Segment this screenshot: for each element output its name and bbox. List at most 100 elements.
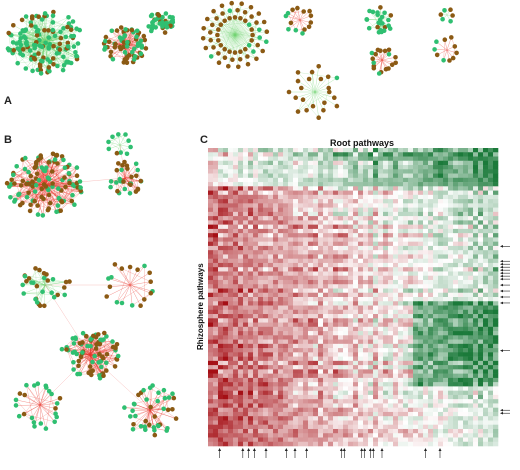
heatmap-cell bbox=[368, 194, 374, 200]
heatmap-cell bbox=[353, 241, 359, 247]
heatmap-cell bbox=[318, 160, 324, 166]
heatmap-cell bbox=[438, 237, 444, 242]
heatmap-cell bbox=[323, 322, 329, 328]
heatmap-cell bbox=[383, 275, 389, 281]
heatmap-cell bbox=[398, 279, 404, 285]
heatmap-cell bbox=[228, 160, 234, 166]
heatmap-cell bbox=[283, 165, 289, 170]
heatmap-cell bbox=[493, 173, 499, 179]
heatmap-cell bbox=[483, 245, 489, 251]
network-edge bbox=[232, 34, 236, 60]
heatmap-cell bbox=[483, 275, 489, 281]
heatmap-cell bbox=[298, 190, 304, 196]
heatmap-cell bbox=[453, 152, 459, 157]
heatmap-cell bbox=[398, 156, 404, 162]
heatmap-cell bbox=[493, 335, 499, 340]
heatmap-cell bbox=[388, 331, 394, 336]
heatmap-cell bbox=[418, 152, 424, 157]
heatmap-cell bbox=[283, 233, 289, 238]
heatmap-cell bbox=[353, 207, 359, 213]
heatmap-cell bbox=[348, 309, 354, 315]
heatmap-cell bbox=[413, 254, 419, 259]
heatmap-cell bbox=[423, 271, 429, 277]
heatmap-cell bbox=[228, 292, 234, 298]
heatmap-cell bbox=[383, 314, 389, 319]
heatmap-cell bbox=[363, 262, 369, 268]
heatmap-cell bbox=[438, 262, 444, 268]
heatmap-cell bbox=[408, 267, 414, 272]
heatmap-cell bbox=[478, 220, 484, 225]
network-edge bbox=[30, 190, 62, 212]
heatmap-cell bbox=[433, 177, 439, 183]
heatmap-cell bbox=[323, 186, 329, 191]
heatmap-cell bbox=[418, 237, 424, 242]
heatmap-cell bbox=[213, 160, 219, 166]
heatmap-cell bbox=[308, 279, 314, 285]
network-node bbox=[29, 23, 34, 28]
heatmap-cell bbox=[213, 297, 219, 302]
heatmap-cell bbox=[408, 250, 414, 255]
network-edge bbox=[31, 268, 36, 283]
heatmap-cell bbox=[233, 182, 239, 187]
heatmap-cell bbox=[458, 271, 464, 277]
heatmap-cell bbox=[448, 182, 454, 187]
heatmap-cell bbox=[288, 165, 294, 170]
heatmap-cell bbox=[333, 309, 339, 315]
heatmap-cell bbox=[303, 284, 309, 289]
heatmap-cell bbox=[213, 284, 219, 289]
heatmap-cell bbox=[473, 241, 479, 247]
heatmap-cell bbox=[438, 322, 444, 328]
heatmap-cell bbox=[448, 318, 454, 323]
network-edge bbox=[314, 91, 319, 118]
heatmap-cell bbox=[488, 207, 494, 213]
heatmap-cell bbox=[473, 190, 479, 196]
heatmap-cell bbox=[253, 258, 259, 264]
network-edge bbox=[149, 397, 174, 411]
heatmap-cell bbox=[438, 156, 444, 162]
heatmap-cell bbox=[388, 207, 394, 213]
heatmap-cell bbox=[218, 318, 224, 323]
heatmap-cell bbox=[298, 182, 304, 187]
heatmap-cell bbox=[308, 326, 314, 332]
heatmap-cell bbox=[263, 250, 269, 255]
heatmap-cell bbox=[278, 309, 284, 315]
heatmap-cell bbox=[328, 331, 334, 336]
heatmap-cell bbox=[358, 297, 364, 302]
heatmap-cell bbox=[243, 284, 249, 289]
heatmap-cell bbox=[468, 331, 474, 336]
network-edge bbox=[24, 394, 41, 406]
heatmap-cell bbox=[418, 279, 424, 285]
heatmap-cell bbox=[263, 156, 269, 162]
heatmap-cell bbox=[238, 258, 244, 264]
heatmap-cell bbox=[403, 207, 409, 213]
heatmap-cell bbox=[373, 279, 379, 285]
heatmap-cell bbox=[343, 284, 349, 289]
network-edge bbox=[82, 342, 89, 373]
heatmap-cell bbox=[378, 194, 384, 200]
heatmap-cell bbox=[458, 241, 464, 247]
heatmap-cell bbox=[453, 194, 459, 200]
network-edge bbox=[43, 184, 81, 191]
heatmap-cell bbox=[448, 203, 454, 208]
heatmap-cell bbox=[393, 194, 399, 200]
heatmap-cell bbox=[353, 160, 359, 166]
heatmap-cell bbox=[343, 305, 349, 311]
heatmap-cell bbox=[423, 331, 429, 336]
heatmap-cell bbox=[218, 288, 224, 294]
heatmap-cell bbox=[263, 309, 269, 315]
heatmap-cell bbox=[223, 284, 229, 289]
heatmap-cell bbox=[438, 275, 444, 281]
heatmap-cell bbox=[448, 288, 454, 294]
heatmap-cell bbox=[363, 228, 369, 234]
heatmap-cell bbox=[343, 194, 349, 200]
heatmap-cell bbox=[463, 250, 469, 255]
heatmap-cell bbox=[228, 326, 234, 332]
heatmap-cell bbox=[468, 326, 474, 332]
heatmap-cell bbox=[408, 279, 414, 285]
heatmap-cell bbox=[318, 241, 324, 247]
heatmap-cell bbox=[288, 241, 294, 247]
heatmap-cell bbox=[278, 326, 284, 332]
heatmap-cell bbox=[263, 194, 269, 200]
heatmap-cell bbox=[353, 301, 359, 306]
heatmap-cell bbox=[458, 182, 464, 187]
